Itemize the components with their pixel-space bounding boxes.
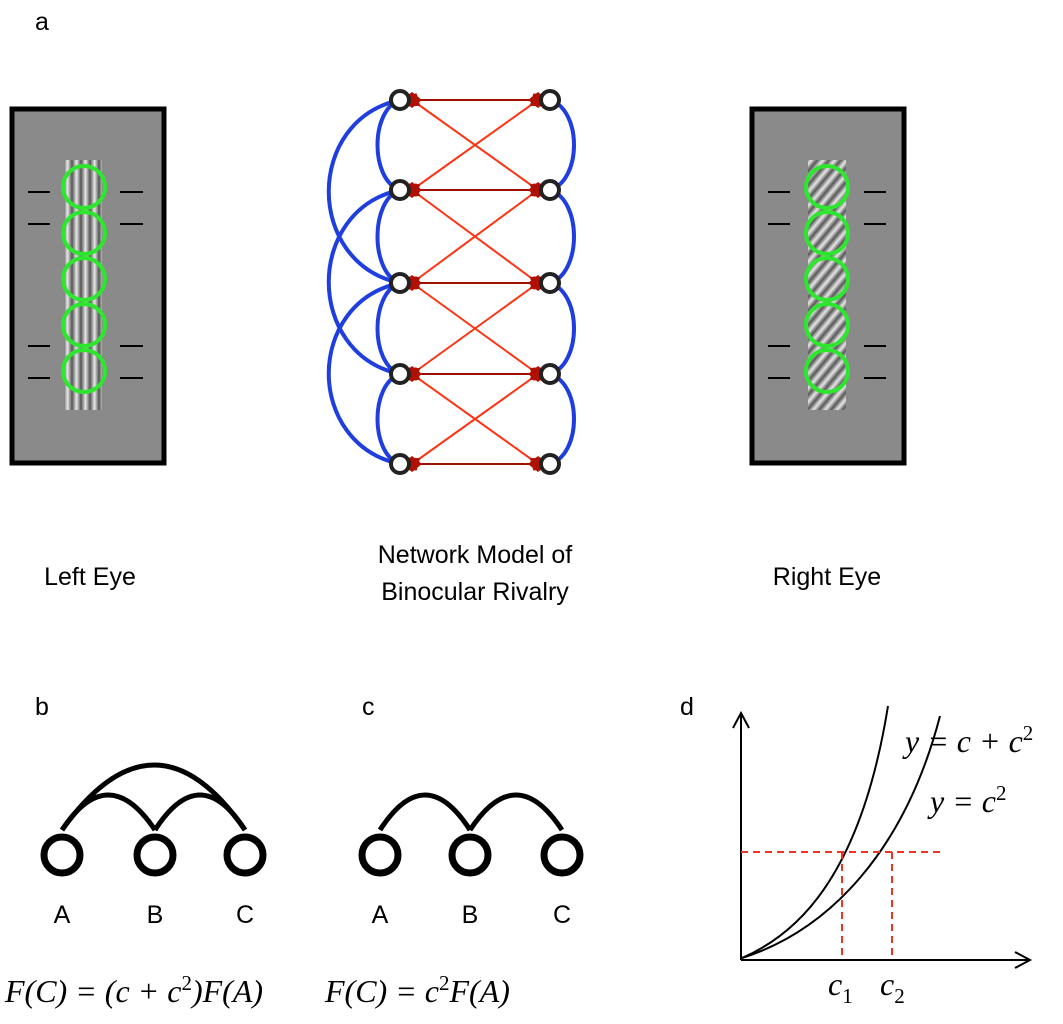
formula-sup: 2 bbox=[439, 971, 450, 995]
formula-part: F(A) bbox=[449, 973, 510, 1009]
excitatory-link bbox=[550, 374, 574, 464]
formula-part: )F(A) bbox=[190, 973, 263, 1009]
formula: F(C) = c2F(A) bbox=[324, 971, 510, 1009]
curve-label: y = c2 bbox=[927, 781, 1007, 819]
neuron bbox=[541, 91, 559, 109]
excitatory-link bbox=[550, 190, 574, 283]
curve-label: y = c + c2 bbox=[902, 721, 1033, 759]
axis-label-part: c bbox=[828, 966, 842, 1002]
formula-sup: 2 bbox=[181, 971, 192, 995]
curve-label-sup: 2 bbox=[1023, 721, 1034, 745]
formula-part: F(C) = c bbox=[324, 973, 439, 1009]
excitatory-link bbox=[378, 190, 401, 283]
excitatory-link bbox=[550, 283, 574, 374]
panel-label: c bbox=[362, 693, 375, 721]
graph-c bbox=[362, 795, 580, 873]
axis-label-part: c bbox=[880, 966, 894, 1002]
curve-label-part: y = c bbox=[927, 783, 996, 819]
node-label: A bbox=[372, 901, 389, 929]
caption: Binocular Rivalry bbox=[381, 578, 569, 606]
neuron bbox=[541, 365, 559, 383]
neuron bbox=[541, 455, 559, 473]
excitatory-link bbox=[550, 100, 574, 190]
caption: Right Eye bbox=[773, 563, 881, 591]
axis-label: c1 bbox=[828, 966, 853, 1008]
neuron bbox=[541, 181, 559, 199]
curve-label-part: y = c + c bbox=[902, 723, 1023, 759]
neuron bbox=[391, 365, 409, 383]
neuron bbox=[391, 274, 409, 292]
panel-label: b bbox=[35, 693, 49, 721]
curve-label-sup: 2 bbox=[996, 781, 1007, 805]
node-label: C bbox=[236, 901, 254, 929]
neuron bbox=[391, 181, 409, 199]
graph-b bbox=[44, 765, 263, 873]
caption: Left Eye bbox=[44, 563, 136, 591]
formula-part: F(C) = (c + c bbox=[4, 973, 181, 1009]
node-label: A bbox=[54, 901, 71, 929]
axis-label: c2 bbox=[880, 966, 905, 1008]
left-eye bbox=[12, 109, 164, 463]
axis-label-sub: 1 bbox=[842, 984, 853, 1008]
node-label: C bbox=[553, 901, 571, 929]
neuron bbox=[391, 455, 409, 473]
network bbox=[329, 91, 574, 473]
excitatory-link bbox=[378, 374, 401, 464]
neuron bbox=[391, 91, 409, 109]
caption: Network Model of bbox=[378, 541, 573, 569]
axis-label-sub: 2 bbox=[894, 984, 905, 1008]
excitatory-link bbox=[378, 283, 401, 374]
node-label: B bbox=[462, 901, 479, 929]
formula: F(C) = (c + c2)F(A) bbox=[4, 971, 263, 1009]
neuron bbox=[541, 274, 559, 292]
right-eye bbox=[752, 109, 904, 463]
node-label: B bbox=[147, 901, 164, 929]
panel-label: d bbox=[680, 693, 694, 721]
excitatory-link bbox=[378, 100, 401, 190]
figure: a b c d Left Eye Networ bbox=[0, 0, 1063, 1024]
panel-label: a bbox=[35, 8, 49, 36]
